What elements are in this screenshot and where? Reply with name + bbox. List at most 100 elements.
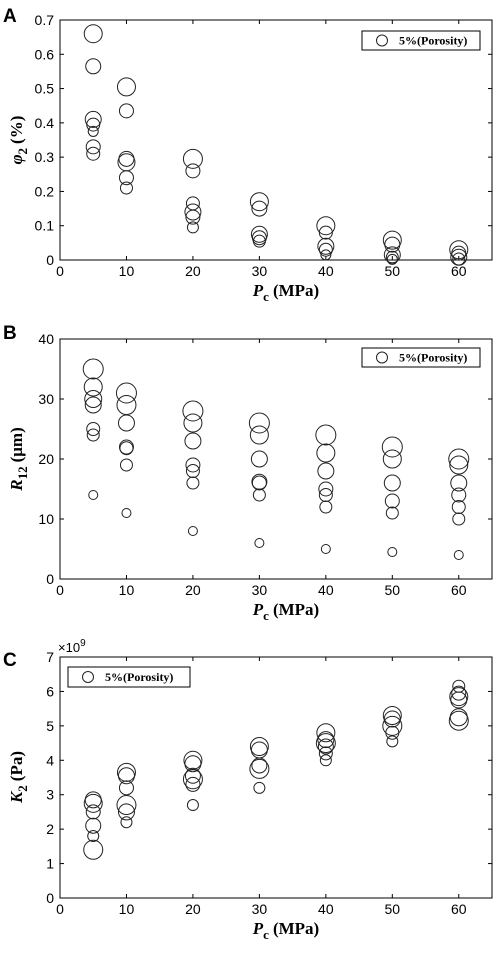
data-point [384, 493, 400, 509]
legend-box [361, 347, 481, 368]
data-point [184, 203, 202, 221]
data-point [186, 221, 199, 234]
data-point [117, 414, 135, 432]
data-point [385, 725, 400, 740]
data-point [252, 234, 266, 248]
data-point [448, 710, 469, 731]
data-point [320, 544, 331, 554]
y-tick-label: 20 [38, 451, 54, 467]
x-tick-label: 0 [56, 263, 64, 279]
data-point [448, 448, 470, 470]
data-point [86, 428, 100, 442]
data-point [115, 382, 137, 404]
panel-letter: B [3, 323, 17, 344]
y-tick-label: 4 [46, 752, 54, 768]
data-point [450, 691, 468, 709]
legend: 5%(Porosity) [361, 30, 481, 51]
y-tick-label: 10 [38, 511, 54, 527]
data-point [121, 508, 132, 518]
data-point [118, 780, 134, 796]
x-axis-label: Pc (MPa) [252, 600, 319, 623]
x-tick-label: 60 [451, 901, 467, 917]
data-point [85, 804, 101, 820]
data-point [116, 395, 137, 415]
data-point [315, 424, 337, 446]
x-tick-label: 0 [56, 901, 64, 917]
data-point [84, 396, 102, 414]
x-axis-label: Pc (MPa) [252, 919, 319, 942]
data-point [450, 474, 468, 492]
data-point [452, 252, 466, 266]
data-point [83, 839, 104, 860]
data-point [449, 240, 469, 260]
legend-label: 5%(Porosity) [105, 670, 173, 684]
data-point [253, 781, 266, 794]
data-point [116, 762, 136, 782]
data-point [86, 146, 101, 161]
data-point [320, 249, 332, 261]
data-point [383, 474, 401, 492]
x-tick-label: 40 [318, 901, 334, 917]
y-tick-label: 0 [46, 890, 54, 906]
data-point [117, 803, 135, 821]
data-point [316, 443, 336, 463]
data-point [82, 358, 104, 380]
data-point [84, 390, 103, 408]
data-point [186, 476, 200, 490]
panel-letter: C [3, 650, 17, 671]
data-point [184, 432, 202, 450]
data-point [254, 538, 265, 548]
data-point [185, 163, 201, 179]
data-point [185, 776, 201, 792]
data-point [119, 441, 134, 456]
data-point [120, 816, 133, 829]
data-point [85, 139, 101, 155]
legend: 5%(Porosity) [67, 666, 191, 688]
data-point [119, 458, 133, 472]
x-tick-label: 30 [252, 263, 268, 279]
x-tick-label: 10 [119, 582, 135, 598]
data-point [451, 487, 467, 503]
data-point [248, 412, 270, 434]
data-point [84, 110, 102, 128]
y-tick-label: 0.1 [35, 218, 55, 234]
data-point [382, 230, 402, 250]
y-tick-label: 30 [38, 391, 54, 407]
data-point [317, 731, 335, 749]
data-point [252, 488, 266, 502]
data-point [86, 422, 101, 436]
data-point [249, 192, 269, 212]
y-tick-label: 0.5 [35, 81, 55, 97]
x-tick-label: 10 [119, 263, 135, 279]
data-point [250, 450, 268, 468]
y-tick-label: 0 [46, 252, 54, 268]
y-multiplier: ×109 [58, 638, 86, 655]
data-series [83, 679, 469, 860]
legend-marker [376, 34, 388, 47]
data-point [87, 830, 100, 843]
data-point [382, 706, 402, 726]
data-point [88, 490, 99, 500]
plot-frame [59, 19, 493, 261]
y-tick-label: 1 [46, 856, 54, 872]
data-point [316, 723, 336, 743]
data-point [185, 457, 201, 473]
y-tick-label: 5 [46, 718, 54, 734]
data-point [85, 817, 102, 834]
y-tick-label: 0 [46, 571, 54, 587]
y-tick-label: 0.3 [35, 149, 55, 165]
y-tick-label: 0.6 [35, 46, 55, 62]
data-point [251, 230, 267, 246]
y-tick-label: 2 [46, 821, 54, 837]
legend-box [361, 30, 481, 51]
data-point [185, 209, 201, 225]
legend-label: 5%(Porosity) [399, 351, 467, 365]
data-point [249, 758, 270, 779]
x-tick-label: 20 [185, 263, 201, 279]
x-tick-label: 60 [451, 263, 467, 279]
legend: 5%(Porosity) [361, 347, 481, 368]
data-point [185, 464, 200, 478]
y-tick-label: 7 [46, 649, 54, 665]
data-point [249, 425, 269, 445]
y-axis-label: R12(μm) [7, 427, 30, 491]
